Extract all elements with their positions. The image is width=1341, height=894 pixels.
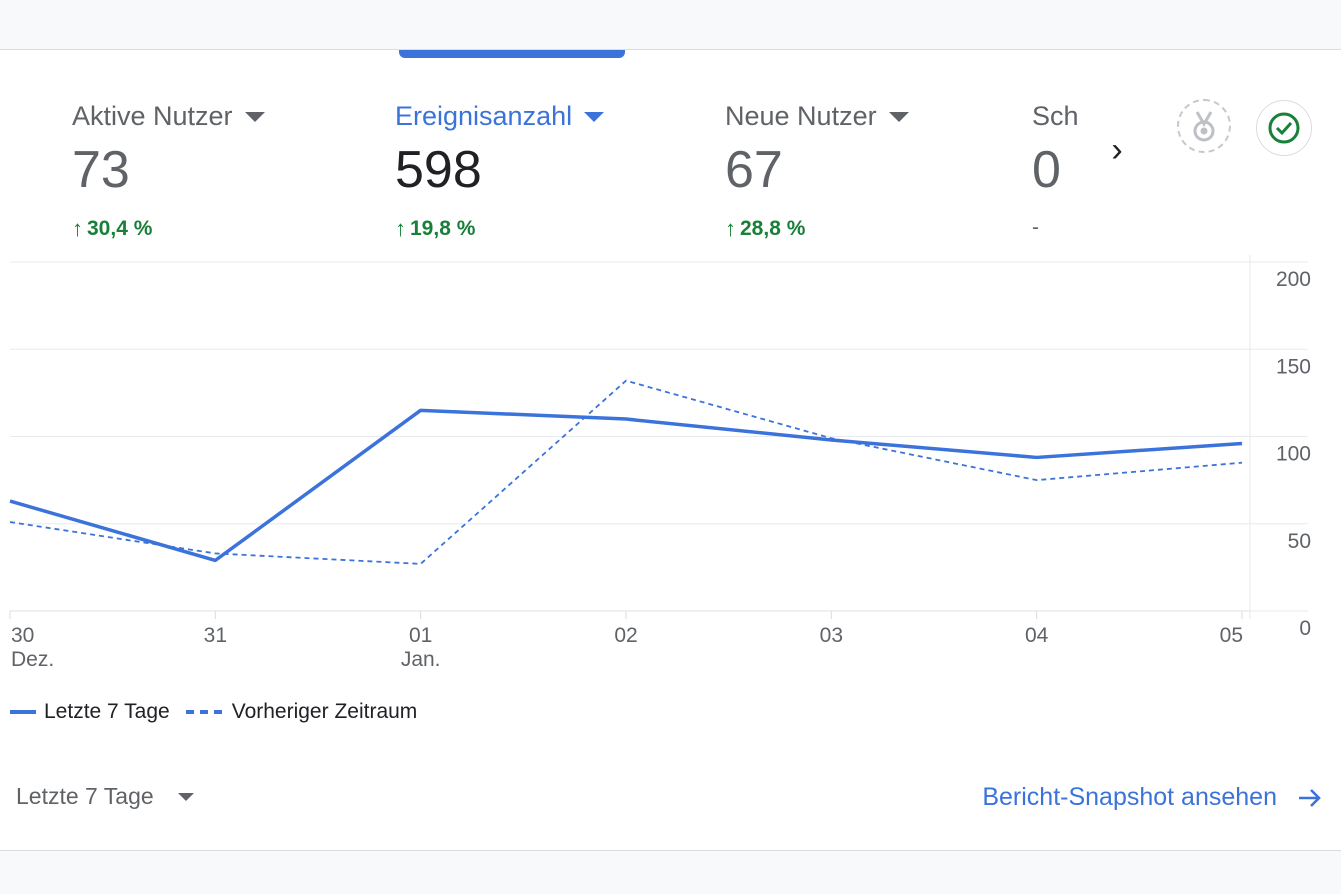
legend-dashed-swatch — [185, 710, 222, 714]
x-tick-month-label: Dez. — [11, 648, 54, 671]
x-tick-label: 03 — [820, 624, 843, 647]
y-tick-label: 50 — [1288, 530, 1311, 553]
report-snapshot-link[interactable]: Bericht-Snapshot ansehen — [982, 783, 1323, 812]
legend-solid-swatch — [10, 710, 36, 714]
arrow-up-icon: ↑ — [725, 216, 736, 241]
y-tick-label: 150 — [1276, 355, 1311, 378]
metric-value: 67 — [725, 141, 783, 199]
metric-change-value: - — [1032, 216, 1039, 239]
metric-title[interactable]: Sch — [1032, 100, 1079, 132]
metric-change-value: 30,4 % — [87, 217, 153, 240]
metric-label: Sch — [1032, 100, 1079, 131]
chart-legend: Letzte 7 Tage Vorheriger Zeitraum — [10, 700, 433, 724]
legend-item-current: Letzte 7 Tage — [10, 700, 170, 724]
metric-truncated[interactable]: Sch 0 - — [1032, 100, 1079, 240]
check-circle-glyph — [1268, 112, 1300, 144]
metric-change: - — [1032, 216, 1079, 240]
medal-icon-glyph — [1193, 111, 1215, 142]
x-tick-label: 05 — [1220, 624, 1243, 647]
date-range-label: Letzte 7 Tage — [16, 783, 154, 809]
medal-icon[interactable] — [1177, 99, 1231, 153]
metric-value: 73 — [72, 141, 130, 199]
x-tick-label: 30 — [11, 624, 34, 647]
x-tick-label: 04 — [1025, 624, 1049, 647]
caret-down-icon[interactable] — [584, 112, 605, 122]
arrow-up-icon: ↑ — [72, 216, 83, 241]
x-tick-month-label: Jan. — [401, 648, 441, 671]
caret-down-icon[interactable] — [244, 112, 265, 122]
metric-title[interactable]: Ereignisanzahl — [395, 100, 605, 132]
y-tick-label: 100 — [1276, 443, 1311, 466]
x-tick-label: 02 — [614, 624, 637, 647]
date-range-dropdown[interactable]: Letzte 7 Tage — [16, 783, 194, 810]
metric-label: Aktive Nutzer — [72, 100, 233, 131]
active-tab-indicator — [399, 50, 625, 58]
metric-label: Neue Nutzer — [725, 100, 877, 131]
overview-card: Aktive Nutzer 73 ↑ 30,4 % Ereignisanzahl… — [0, 49, 1341, 851]
x-tick-label: 01 — [409, 624, 432, 647]
metric-label: Ereignisanzahl — [395, 100, 573, 131]
legend-label: Vorheriger Zeitraum — [231, 700, 418, 723]
y-tick-label: 0 — [1299, 617, 1311, 640]
check-circle-icon[interactable] — [1256, 100, 1312, 156]
metric-title[interactable]: Neue Nutzer — [725, 100, 909, 132]
legend-label: Letzte 7 Tage — [44, 700, 170, 723]
metric-change-value: 28,8 % — [740, 217, 806, 240]
metric-title[interactable]: Aktive Nutzer — [72, 100, 265, 132]
caret-down-icon[interactable] — [888, 112, 909, 122]
chevron-right-icon[interactable]: › — [1111, 131, 1123, 169]
metric-value: 598 — [395, 141, 482, 199]
metric-change-value: 19,8 % — [410, 217, 476, 240]
y-tick-label: 200 — [1276, 268, 1311, 291]
metric-new-users[interactable]: Neue Nutzer 67 ↑ 28,8 % — [725, 100, 909, 242]
series-line-previous — [9, 379, 1243, 565]
x-tick-label: 31 — [204, 624, 227, 647]
metric-event-count[interactable]: Ereignisanzahl 598 ↑ 19,8 % — [395, 100, 605, 242]
arrow-up-icon: ↑ — [395, 216, 406, 241]
metric-value: 0 — [1032, 141, 1061, 199]
metric-change: ↑ 19,8 % — [395, 216, 604, 242]
metric-change: ↑ 28,8 % — [725, 216, 909, 242]
caret-down-icon — [177, 792, 194, 801]
metric-change: ↑ 30,4 % — [72, 216, 265, 242]
arrow-right-icon — [1299, 788, 1321, 807]
legend-item-previous: Vorheriger Zeitraum — [185, 700, 418, 724]
series-line-current — [9, 408, 1243, 563]
metric-active-users[interactable]: Aktive Nutzer 73 ↑ 30,4 % — [72, 100, 265, 242]
report-link-label: Bericht-Snapshot ansehen — [982, 783, 1277, 811]
